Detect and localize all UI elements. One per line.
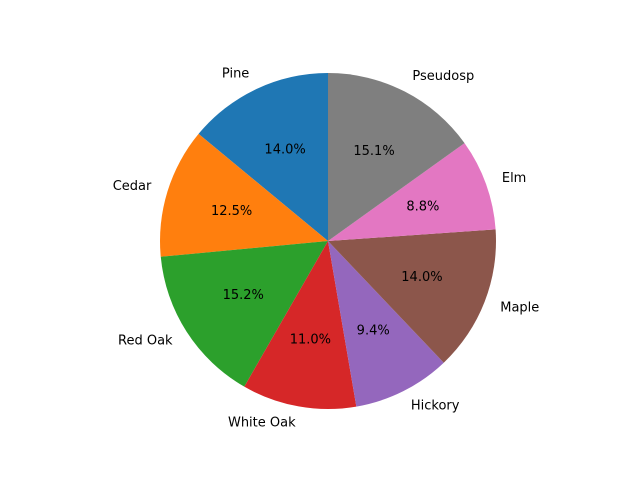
pie-slice-white-oak xyxy=(244,241,357,409)
slice-label: White Oak xyxy=(228,415,296,430)
slice-label: Pseudosp xyxy=(412,69,474,84)
pie-slice-hickory xyxy=(328,241,444,407)
pct-label: 11.0% xyxy=(290,333,331,348)
pct-label: 9.4% xyxy=(357,324,390,339)
pct-label: 15.1% xyxy=(353,144,394,159)
pie-labels: 14.0% Pine 12.5% Cedar 15.2% Red Oak 11.0% Whit… xyxy=(113,66,540,430)
pct-label: 14.0% xyxy=(401,270,442,285)
slice-label: Elm xyxy=(502,171,527,186)
pie-slice-red-oak xyxy=(160,241,328,387)
pct-label: 12.5% xyxy=(211,204,252,219)
pct-label: 15.2% xyxy=(223,288,264,303)
slice-label: Red Oak xyxy=(118,333,173,348)
pie-slice-pseudosp xyxy=(328,73,465,241)
pie-slice-pine xyxy=(198,73,328,241)
pie-slice-cedar xyxy=(160,133,328,257)
slice-label: Maple xyxy=(500,300,539,315)
pie-slice-maple xyxy=(328,229,496,363)
pct-label: 14.0% xyxy=(264,142,305,157)
pct-label: 8.8% xyxy=(406,199,439,214)
pie-slice-elm xyxy=(328,143,496,241)
slice-label: Cedar xyxy=(113,179,152,194)
slice-label: Pine xyxy=(222,66,249,81)
pie-slices xyxy=(160,73,496,409)
slice-label: Hickory xyxy=(411,399,460,414)
